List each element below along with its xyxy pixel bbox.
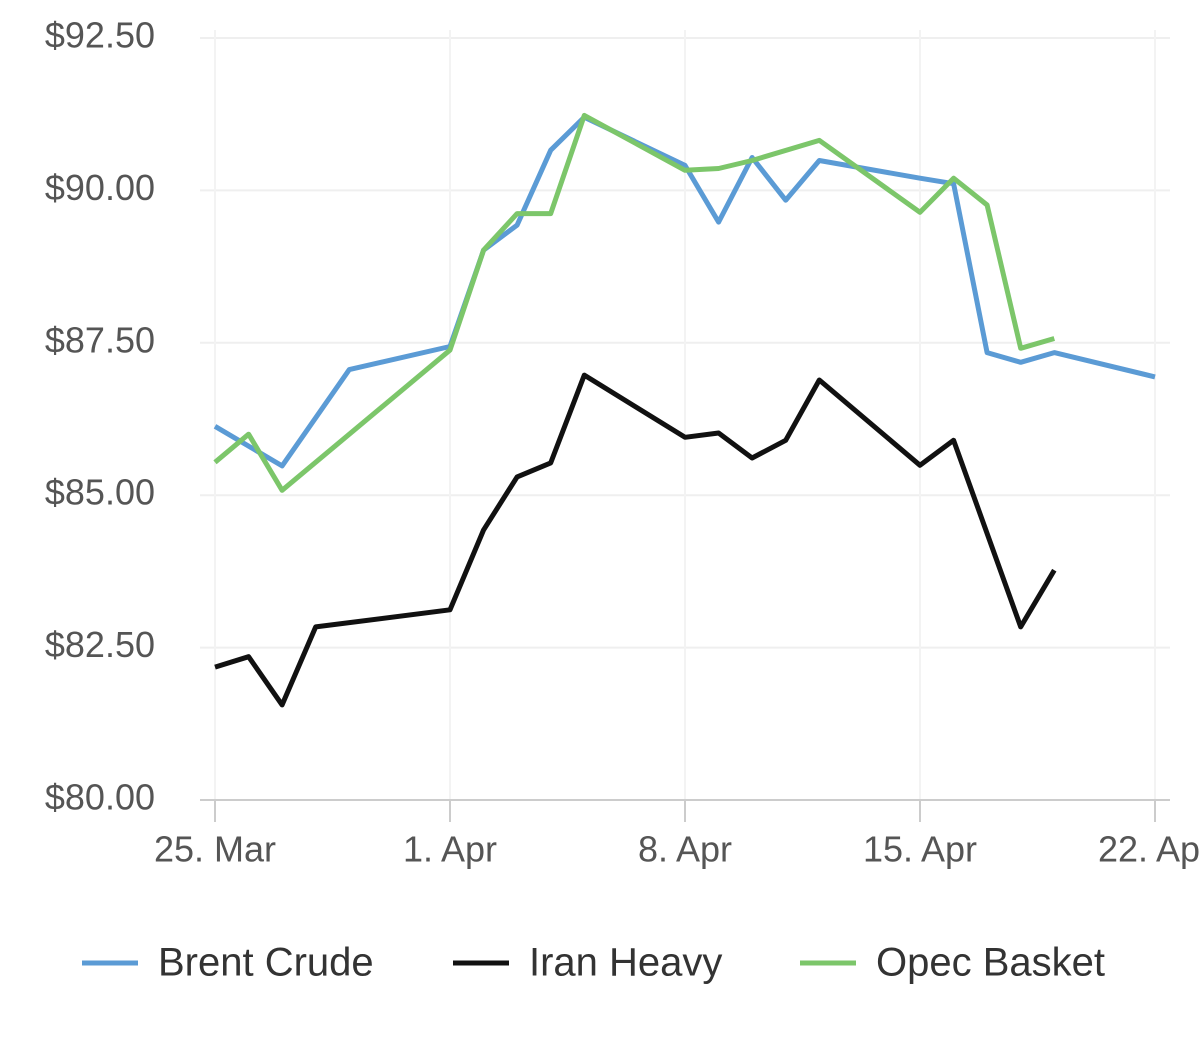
series-line: [214, 372, 1057, 708]
legend-item: Opec Basket: [800, 941, 1105, 985]
y-tick-label: $90.00: [45, 167, 155, 208]
y-tick-label: $87.50: [45, 319, 155, 360]
series-line: [213, 112, 1055, 493]
x-tick-label: 1. Apr: [403, 829, 497, 870]
y-tick-label: $82.50: [45, 624, 155, 665]
x-tick-label: 25. Mar: [154, 829, 276, 870]
y-tick-label: $92.50: [45, 15, 155, 56]
y-tick-label: $80.00: [45, 777, 155, 818]
x-tick-label: 22. Apr: [1098, 829, 1200, 870]
legend-item: Iran Heavy: [453, 941, 722, 985]
legend-item: Brent Crude: [82, 941, 374, 985]
x-tick-label: 8. Apr: [638, 829, 732, 870]
y-tick-label: $85.00: [45, 472, 155, 513]
x-tick-label: 15. Apr: [863, 829, 977, 870]
legend-label: Iran Heavy: [529, 941, 722, 985]
legend-label: Opec Basket: [876, 941, 1105, 985]
legend: Brent Crude Iran Heavy Opec Basket: [82, 941, 1105, 985]
legend-label: Brent Crude: [158, 941, 374, 985]
